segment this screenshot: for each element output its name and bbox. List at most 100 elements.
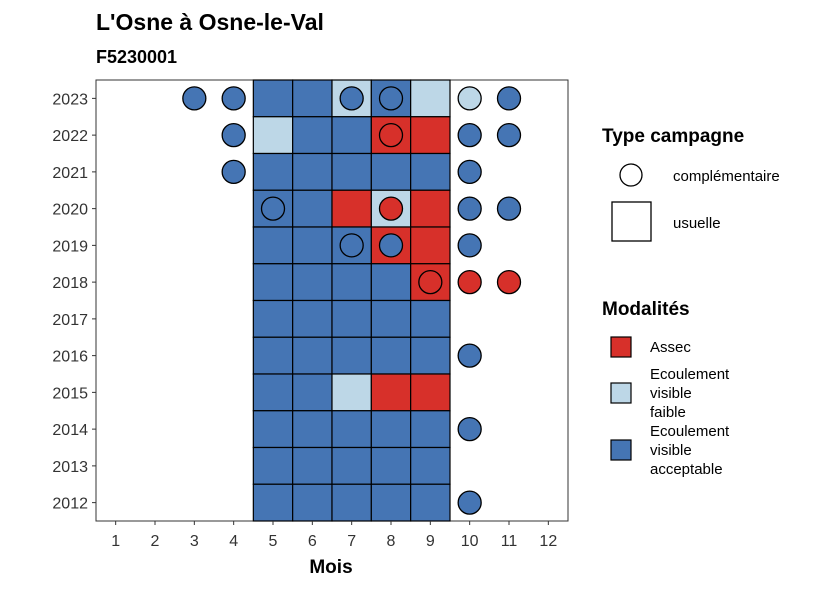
y-tick-label: 2023 bbox=[52, 91, 88, 108]
tile-2014-8 bbox=[370, 410, 412, 449]
tile-2015-6 bbox=[292, 373, 333, 412]
x-tick-label: 5 bbox=[269, 533, 278, 550]
x-tick-label: 10 bbox=[461, 533, 479, 550]
tile-2015-5 bbox=[252, 373, 294, 412]
legend-key-1 bbox=[610, 336, 632, 358]
point-2019-10 bbox=[457, 233, 482, 258]
tile-2012-7 bbox=[331, 483, 372, 522]
tile-2018-5 bbox=[252, 263, 294, 302]
legend-fill-title: Modalités bbox=[602, 299, 690, 320]
tile-2013-7 bbox=[331, 446, 372, 485]
point-2018-11 bbox=[496, 269, 522, 295]
point-2022-10 bbox=[457, 122, 482, 148]
tile-2012-5 bbox=[252, 483, 294, 522]
point-2023-4 bbox=[221, 86, 246, 111]
y-tick-label: 2021 bbox=[52, 165, 88, 182]
x-tick-label: 9 bbox=[426, 533, 435, 550]
tile-2017-9 bbox=[410, 299, 451, 338]
point-2019-7 bbox=[339, 233, 364, 258]
tile-2014-9 bbox=[410, 410, 451, 449]
legend-label-usuelle: usuelle bbox=[673, 215, 721, 232]
point-2020-10 bbox=[457, 196, 482, 221]
tile-2020-6 bbox=[292, 189, 333, 228]
tile-2013-9 bbox=[410, 446, 451, 485]
tile-2016-8 bbox=[370, 336, 412, 375]
legend-fill-label: acceptable bbox=[650, 461, 723, 478]
plot-area: 2023 2022 2021 2020 2019 2018 2017 2016 2015 2014… bbox=[52, 79, 569, 550]
tile-2021-9 bbox=[410, 152, 451, 191]
legend-key-2 bbox=[610, 382, 632, 404]
tile-2014-6 bbox=[292, 410, 333, 449]
point-2020-8 bbox=[378, 196, 404, 221]
tile-2016-7 bbox=[331, 336, 372, 375]
point-2023-7 bbox=[339, 86, 364, 111]
tile-2013-6 bbox=[292, 446, 333, 485]
tile-2021-6 bbox=[292, 152, 333, 191]
tile-2013-8 bbox=[370, 446, 412, 485]
point-2022-11 bbox=[496, 122, 522, 148]
x-tick-label: 8 bbox=[387, 533, 396, 550]
tile-2023-5 bbox=[252, 79, 294, 118]
point-2020-11 bbox=[496, 196, 522, 221]
x-tick-label: 2 bbox=[151, 533, 160, 550]
tile-2018-8 bbox=[370, 263, 412, 302]
y-tick-label: 2019 bbox=[52, 238, 88, 255]
x-tick-label: 12 bbox=[539, 533, 557, 550]
tile-2014-5 bbox=[252, 410, 294, 449]
legend-shape-title: Type campagne bbox=[602, 126, 744, 147]
x-axis-title: Mois bbox=[309, 557, 352, 578]
x-tick-label: 4 bbox=[229, 533, 238, 550]
tile-2012-8 bbox=[370, 483, 412, 522]
y-tick-label: 2012 bbox=[52, 496, 88, 513]
point-2023-3 bbox=[182, 86, 207, 111]
tile-2017-5 bbox=[252, 299, 294, 338]
tile-2015-8 bbox=[370, 373, 412, 412]
tile-2021-8 bbox=[370, 152, 412, 191]
tile-2021-5 bbox=[252, 152, 294, 191]
y-tick-label: 2016 bbox=[52, 349, 88, 366]
legend-key-3 bbox=[610, 439, 632, 461]
y-tick-label: 2013 bbox=[52, 459, 88, 476]
point-2016-10 bbox=[457, 343, 482, 368]
legend-circle-key bbox=[619, 163, 643, 187]
point-2018-10 bbox=[457, 269, 482, 295]
tile-2013-5 bbox=[252, 446, 294, 485]
point-2023-11 bbox=[496, 86, 522, 111]
tile-2022-5 bbox=[252, 116, 294, 155]
y-tick-label: 2020 bbox=[52, 202, 88, 219]
y-tick-label: 2018 bbox=[52, 275, 88, 292]
x-tick-label: 7 bbox=[347, 533, 356, 550]
tile-2015-7 bbox=[331, 373, 372, 412]
point-2022-4 bbox=[221, 122, 246, 148]
tile-2021-7 bbox=[331, 152, 372, 191]
tile-2020-9 bbox=[410, 189, 451, 228]
point-2023-8 bbox=[378, 86, 404, 111]
tile-2016-6 bbox=[292, 336, 333, 375]
tile-2016-5 bbox=[252, 336, 294, 375]
tile-2023-9 bbox=[410, 79, 451, 118]
tile-2012-6 bbox=[292, 483, 333, 522]
y-tick-label: 2015 bbox=[52, 385, 88, 402]
x-tick-label: 6 bbox=[308, 533, 317, 550]
tile-2017-6 bbox=[292, 299, 333, 338]
legend-fill-label: Assec bbox=[650, 339, 691, 356]
x-tick-label: 1 bbox=[111, 533, 120, 550]
y-tick-label: 2014 bbox=[52, 422, 88, 439]
point-2022-8 bbox=[378, 122, 404, 148]
tile-2017-7 bbox=[331, 299, 372, 338]
tile-2017-8 bbox=[370, 299, 412, 338]
legend-fill-label: faible bbox=[650, 404, 686, 421]
x-tick-label: 3 bbox=[190, 533, 199, 550]
tile-2019-6 bbox=[292, 226, 333, 265]
tile-2015-9 bbox=[410, 373, 451, 412]
point-2023-10 bbox=[457, 86, 482, 111]
point-2014-10 bbox=[457, 416, 482, 442]
tile-2014-7 bbox=[331, 410, 372, 449]
point-2019-8 bbox=[378, 233, 404, 258]
tile-2019-8 bbox=[370, 226, 412, 265]
point-2012-10 bbox=[457, 490, 482, 515]
tile-2023-6 bbox=[292, 79, 333, 118]
point-2018-9 bbox=[418, 269, 443, 295]
tile-2022-6 bbox=[292, 116, 333, 155]
